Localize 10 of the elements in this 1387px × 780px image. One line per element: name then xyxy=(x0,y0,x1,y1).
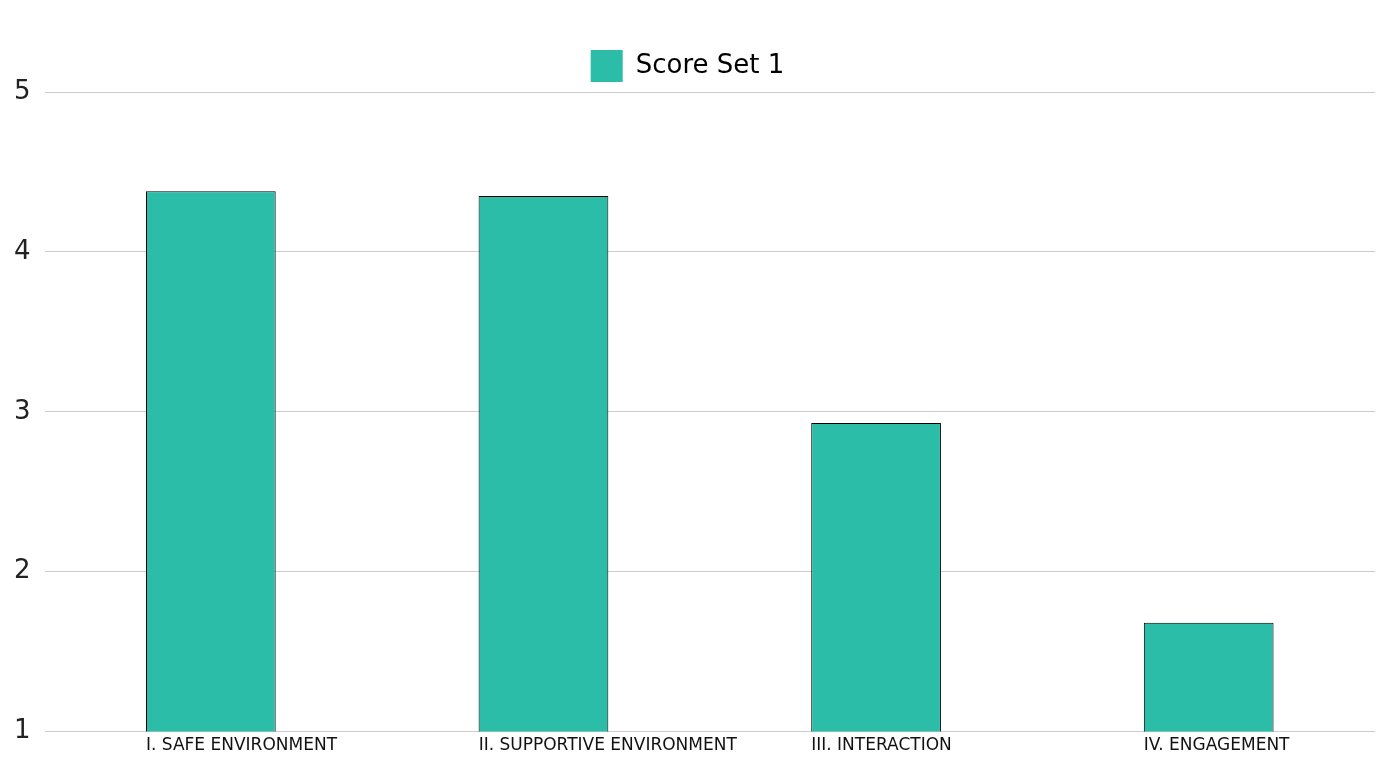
y-tick-label: 2 xyxy=(14,554,31,585)
y-tick-label: 3 xyxy=(14,394,31,425)
x-tick-label: IV. ENGAGEMENT xyxy=(1143,734,1291,755)
y-tick-label: 1 xyxy=(14,714,31,745)
x-tick-label: II. SUPPORTIVE ENVIRONMENT xyxy=(478,734,738,755)
legend-label: Score Set 1 xyxy=(635,48,785,79)
y-tick-label: 4 xyxy=(14,234,31,265)
x-tick-label: III. INTERACTION xyxy=(811,734,952,755)
x-tick-label: I. SAFE ENVIRONMENT xyxy=(146,734,338,755)
y-tick-label: 5 xyxy=(14,74,31,105)
